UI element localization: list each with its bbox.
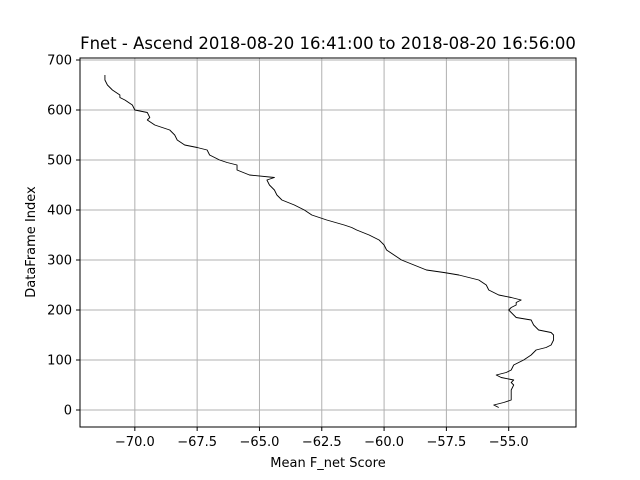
x-tick-label: −65.0 xyxy=(240,435,280,450)
y-tick-label: 100 xyxy=(47,354,72,369)
plot-area-frame xyxy=(79,57,577,428)
y-tick-label: 0 xyxy=(64,404,72,419)
x-tick-label: −67.5 xyxy=(177,435,217,450)
y-tick-label: 200 xyxy=(47,304,72,319)
y-tick-label: 500 xyxy=(47,154,72,169)
x-axis-label: Mean F_net Score xyxy=(270,456,385,471)
x-tick-label: −57.5 xyxy=(426,435,466,450)
axis-ticks: −70.0 −67.5 −65.0 −62.5 −60.0 −57.5 −55.0 0 100 2… xyxy=(47,54,528,451)
y-tick-label: 400 xyxy=(47,204,72,219)
chart-title: Fnet - Ascend 2018-08-20 16:41:00 to 201… xyxy=(80,34,576,53)
grid-lines xyxy=(80,58,576,427)
series-line xyxy=(104,75,555,408)
x-tick-label: −60.0 xyxy=(364,435,404,450)
x-tick-label: −62.5 xyxy=(302,435,342,450)
y-tick-label: 600 xyxy=(47,104,72,119)
x-tick-label: −55.0 xyxy=(489,435,529,450)
y-axis-label: DataFrame Index xyxy=(24,186,39,298)
data-series xyxy=(104,75,555,408)
y-tick-label: 300 xyxy=(47,254,72,269)
x-tick-label: −70.0 xyxy=(115,435,155,450)
y-tick-label: 700 xyxy=(47,54,72,69)
